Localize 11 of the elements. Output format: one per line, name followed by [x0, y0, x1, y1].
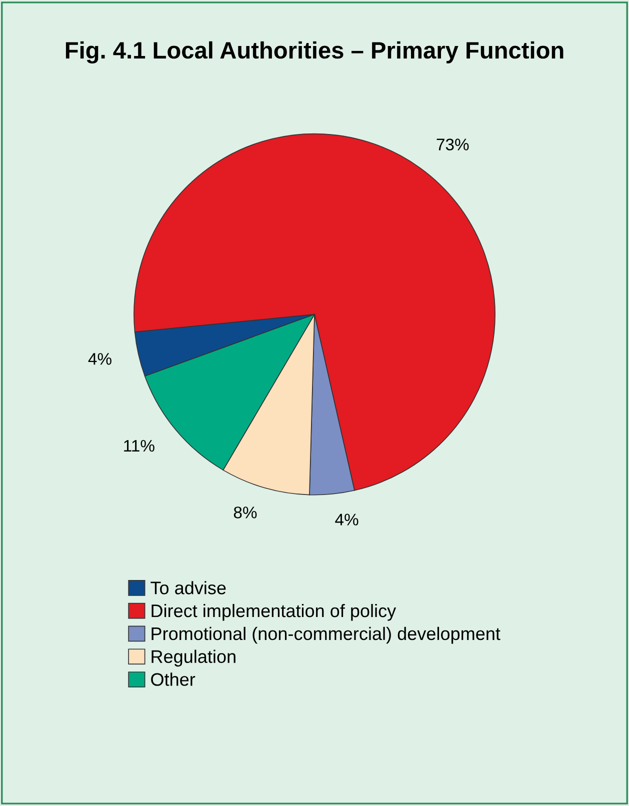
data-label: 4% — [88, 353, 112, 365]
legend-label: Other — [151, 672, 196, 686]
data-label: 4% — [335, 514, 358, 526]
legend-label: Promotional (non-commercial) development — [152, 626, 500, 644]
legend-label: Regulation — [152, 650, 236, 667]
chart-title: Fig. 4.1 Local Authorities – Primary Function — [66, 41, 564, 64]
data-label: 8% — [234, 506, 257, 518]
legend-label: Direct implementation of policy — [152, 604, 396, 621]
legend-label: To advise — [150, 581, 226, 594]
data-label: 11% — [124, 440, 154, 452]
data-label: 73% — [436, 138, 469, 150]
